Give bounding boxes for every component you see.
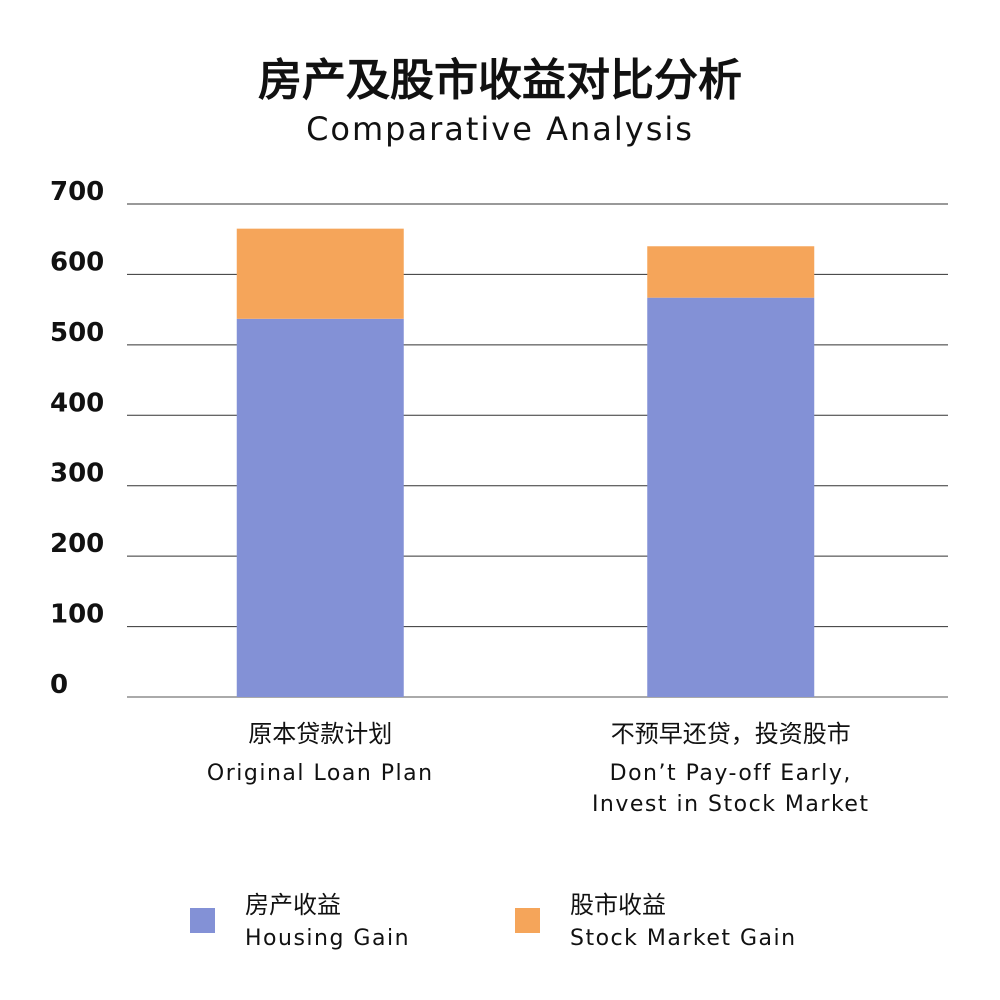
y-tick-label: 0 [50, 670, 68, 700]
y-tick-label: 300 [50, 459, 104, 489]
x-tick-label-en: Invest in Stock Market [592, 792, 870, 817]
y-tick-label: 100 [50, 600, 104, 630]
bar-segment [236, 228, 404, 319]
y-tick-label: 600 [50, 247, 104, 277]
chart-title: 房产及股市收益对比分析 [258, 55, 742, 106]
legend-swatch [515, 908, 540, 933]
bar-segment [647, 246, 815, 298]
legend-label: 房产收益 [245, 891, 341, 919]
x-tick-label-en: Don’t Pay-off Early, [610, 761, 852, 786]
chart-subtitle: Comparative Analysis [306, 110, 694, 148]
y-tick-label: 200 [50, 529, 104, 559]
legend-swatch [190, 908, 215, 933]
bar-segment [647, 297, 815, 697]
legend-label: 股市收益 [570, 891, 666, 919]
legend-label-en: Stock Market Gain [570, 926, 797, 951]
x-tick-label-en: Original Loan Plan [207, 761, 434, 786]
x-tick-label: 不预早还贷，投资股市 [611, 720, 851, 748]
y-tick-label: 700 [50, 177, 104, 207]
bar-segment [236, 318, 404, 697]
y-tick-label: 500 [50, 318, 104, 348]
y-tick-label: 400 [50, 388, 104, 418]
x-tick-label: 原本贷款计划 [248, 720, 392, 748]
legend-label-en: Housing Gain [245, 926, 410, 951]
